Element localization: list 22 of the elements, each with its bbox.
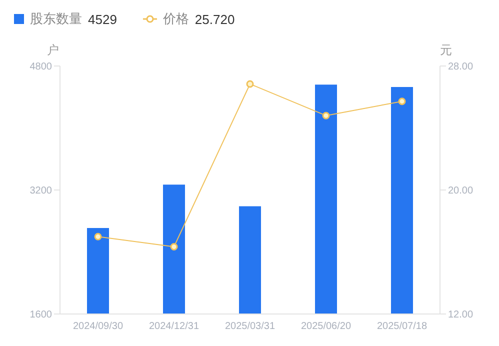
y-tick-label: 4800: [30, 62, 52, 73]
y2-axis-title: 元: [440, 42, 452, 59]
y2-tick-label: 28.00: [448, 62, 474, 73]
y-tick-label: 3200: [30, 186, 52, 197]
text: 25.720: [194, 12, 235, 26]
point: [246, 80, 254, 88]
point: [322, 112, 330, 120]
point: [94, 232, 102, 240]
y2-tick-label: 12.00: [448, 310, 474, 321]
y-axis-title: 户: [47, 42, 59, 59]
x-tick-label: 2025/03/31: [224, 321, 276, 332]
x-tick-label: 2025/07/18: [376, 321, 428, 332]
text: 4529: [88, 12, 117, 26]
x-tick-label: 2025/06/20: [300, 321, 352, 332]
point: [398, 98, 406, 106]
legend-label: 价格: [162, 10, 189, 28]
legend-label: 股东数量: [30, 10, 82, 28]
x-tick-label: 2024/12/31: [148, 321, 200, 332]
x-tick-label: 2024/09/30: [72, 321, 124, 332]
y2-tick-label: 20.00: [448, 186, 474, 197]
point: [170, 242, 178, 250]
y-tick-label: 1600: [30, 310, 52, 321]
